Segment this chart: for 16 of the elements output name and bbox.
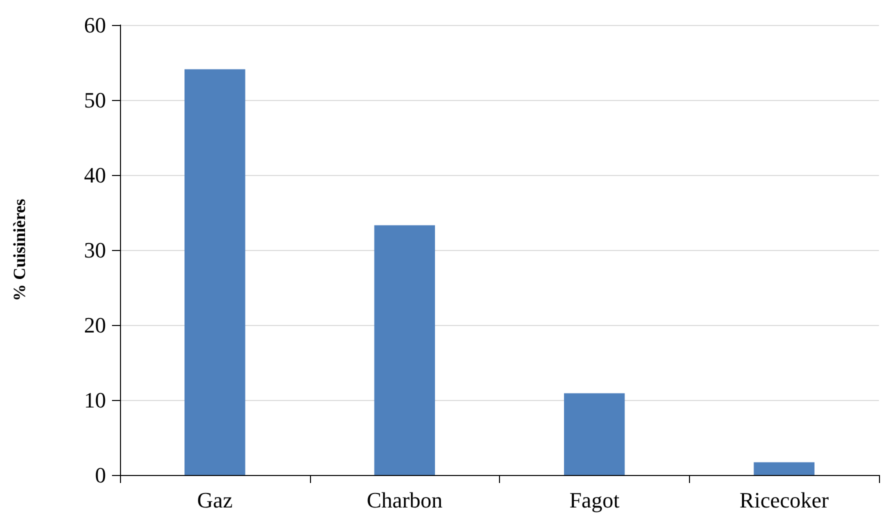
bar <box>564 393 625 475</box>
y-tick-label: 40 <box>84 162 106 188</box>
y-tick-label: 30 <box>84 238 106 262</box>
y-tick-label: 60 <box>84 12 106 38</box>
x-tick-label: Fagot <box>569 488 620 512</box>
bar <box>754 462 814 475</box>
y-tick-label: 10 <box>84 388 106 412</box>
y-tick-label: 0 <box>95 462 106 488</box>
y-axis-title: % Cuisinières <box>10 198 29 302</box>
x-tick-label: Ricecoker <box>740 488 830 512</box>
x-tick-label: Gaz <box>197 488 233 512</box>
y-tick-label: 20 <box>84 312 106 338</box>
x-tick-label: Charbon <box>366 488 443 512</box>
y-tick-label: 50 <box>84 88 106 112</box>
bar <box>184 69 246 475</box>
bar <box>374 225 435 475</box>
